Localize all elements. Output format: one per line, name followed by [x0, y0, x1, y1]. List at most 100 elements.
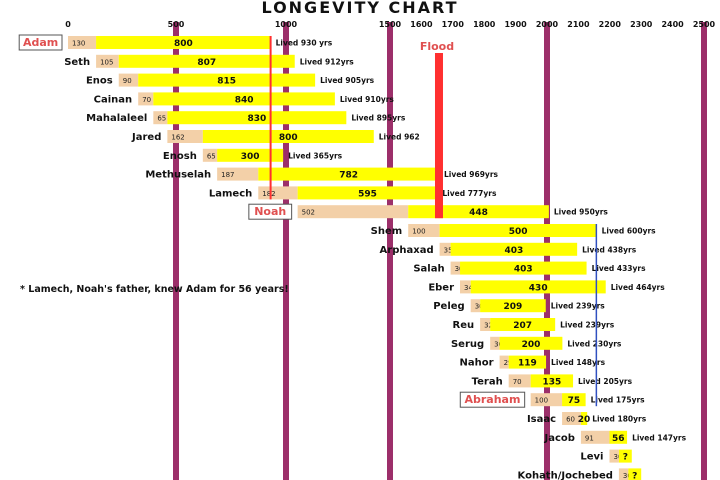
x-tick-label: 0 [65, 20, 71, 29]
lived-label: Lived 438yrs [582, 245, 637, 254]
begat-bar [138, 92, 154, 106]
begat-label: 30 [475, 303, 484, 311]
begat-label: 162 [171, 134, 184, 142]
flood-label: Flood [420, 40, 454, 53]
lived-label: Lived 147yrs [632, 433, 687, 442]
remaining-years-label: 800 [279, 133, 298, 143]
begat-label: 30 [455, 265, 464, 273]
name-box [248, 203, 293, 220]
remaining-years-label: 500 [509, 227, 528, 237]
remaining-years-label: 200 [522, 340, 541, 350]
begat-bar [470, 299, 481, 313]
life-bar [508, 355, 547, 369]
begat-bar [508, 374, 531, 388]
remaining-years-label: 209 [504, 302, 523, 312]
person-name: Peleg [433, 301, 464, 312]
name-box [459, 391, 526, 408]
lived-label: Lived 895yrs [351, 114, 406, 123]
remaining-years-label: 430 [529, 283, 548, 293]
person-name: Levi [580, 452, 603, 463]
marker-line-500 [173, 22, 179, 480]
marker-line-2500 [701, 22, 707, 480]
life-bar [490, 318, 556, 331]
person-name: Kohath/Jochebed [518, 470, 613, 480]
begat-label: 187 [221, 171, 234, 179]
person-name: Enosh [163, 151, 197, 162]
remaining-years-label: 207 [513, 321, 532, 331]
begat-label: 65 [207, 152, 216, 160]
begat-bar [297, 205, 409, 219]
begat-bar [202, 148, 218, 162]
lived-label: Lived 930 yrs [276, 39, 333, 48]
x-tick-label: 2000 [536, 20, 559, 29]
x-tick-label: 2500 [693, 20, 716, 29]
begat-label: 60 [566, 416, 575, 424]
x-tick-label: 2300 [630, 20, 653, 29]
begat-label: 32 [484, 322, 493, 330]
person-name: Serug [451, 339, 484, 350]
begat-label: 91 [585, 434, 594, 442]
person-name: Methuselah [145, 170, 211, 181]
begat-label: 90 [123, 77, 132, 85]
life-bar [580, 412, 588, 425]
begat-bar [96, 54, 119, 68]
x-axis-ticks: 0 500 1000 1500 1600 1700 1800 1900 2000 2100 2200… [65, 20, 715, 29]
life-bar [499, 336, 563, 350]
begat-bar [217, 167, 259, 181]
life-bar [96, 36, 271, 49]
remaining-years-label: 403 [504, 246, 523, 256]
x-tick-label: 1800 [473, 20, 496, 29]
person-name: Terah [472, 376, 503, 387]
bars: Adam 130 800 Lived 930 yrs Seth 105 807 Lived 9… [18, 34, 687, 480]
lived-label: Lived 180yrs [592, 415, 647, 424]
life-bar [217, 148, 284, 162]
begat-label: 35 [444, 246, 453, 254]
x-tick-label: 1500 [379, 20, 402, 29]
lived-label: Lived 464yrs [611, 283, 666, 292]
x-tick-label: 1900 [504, 20, 527, 29]
person-name: Arphaxad [380, 245, 434, 256]
adam-death-line [269, 36, 272, 200]
begat-bar [562, 412, 581, 425]
lived-label: Lived 365yrs [288, 151, 343, 160]
begat-label: 29 [504, 359, 513, 367]
life-bar [530, 374, 574, 388]
remaining-years-label: 20 [578, 415, 591, 425]
remaining-years-label: ? [632, 471, 637, 480]
lived-label: Lived 239yrs [560, 321, 615, 330]
begat-bar [490, 336, 500, 350]
life-bar [153, 92, 335, 106]
remaining-years-label: 815 [217, 77, 236, 87]
person-name: Cainan [94, 94, 133, 105]
begat-bar [408, 224, 440, 237]
lived-label: Lived 905yrs [320, 76, 375, 85]
remaining-years-label: 840 [235, 95, 254, 105]
begat-label: 70 [513, 378, 522, 386]
begat-label: 70 [142, 96, 151, 104]
life-bar [439, 224, 597, 237]
person-name: Salah [413, 264, 444, 275]
remaining-years-label: 119 [518, 359, 537, 369]
x-tick-label: 2100 [567, 20, 590, 29]
remaining-years-label: ? [623, 453, 628, 463]
begat-label: 100 [412, 228, 425, 236]
begat-label: 65 [157, 115, 166, 123]
begat-bar [580, 430, 610, 444]
life-bar [460, 261, 587, 275]
flood-line [434, 53, 443, 219]
shem-death-line [595, 224, 598, 407]
begat-bar [167, 130, 203, 143]
lived-label: Lived 962 [379, 133, 420, 142]
person-name: Reu [453, 320, 475, 331]
lived-label: Lived 600yrs [602, 227, 657, 236]
begat-bar [618, 468, 629, 480]
lived-label: Lived 433yrs [592, 264, 647, 273]
begat-label: 100 [535, 397, 548, 405]
begat-label: 34 [464, 284, 473, 292]
marker-line-1500 [387, 22, 393, 480]
x-tick-label: 1000 [275, 20, 298, 29]
begat-bar [499, 355, 509, 369]
person-name: Shem [371, 226, 403, 237]
lived-label: Lived 950yrs [554, 208, 609, 217]
